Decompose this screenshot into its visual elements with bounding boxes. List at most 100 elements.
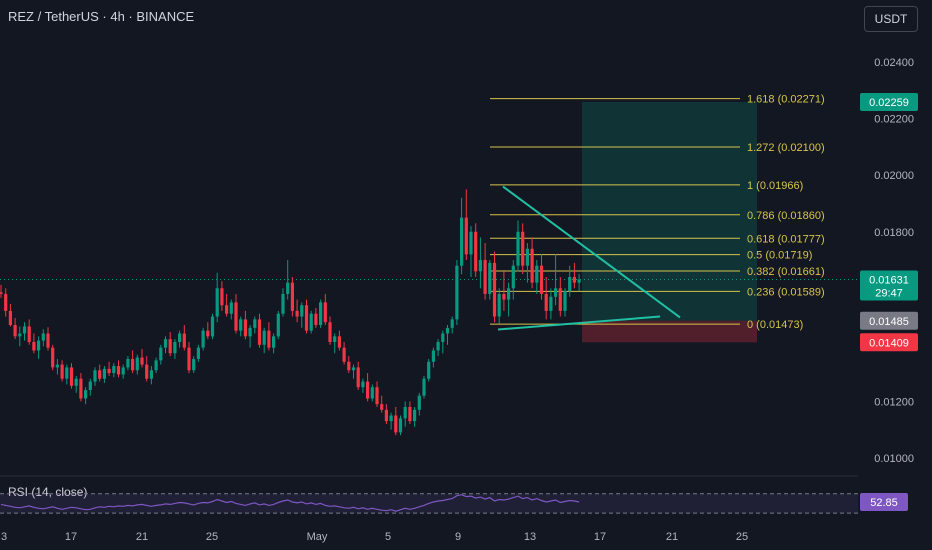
- candle-body: [319, 302, 323, 326]
- y-tick-label: 0.02400: [874, 57, 914, 69]
- price-badge-text: 0.02259: [869, 97, 909, 109]
- candle-body: [262, 330, 266, 345]
- rsi-value-badge: [860, 493, 908, 512]
- candle-body: [234, 302, 238, 331]
- candle-body: [408, 406, 412, 422]
- candle-body: [187, 347, 191, 371]
- candle-body: [539, 265, 544, 294]
- y-tick-label: 0.01000: [874, 453, 914, 465]
- rsi-line: [0, 494, 580, 512]
- candle-body: [375, 387, 379, 405]
- x-tick-label: 5: [385, 531, 391, 543]
- candle-body: [469, 231, 473, 255]
- candle-body: [309, 313, 313, 331]
- candle-body: [154, 360, 158, 371]
- candle-body: [79, 378, 83, 399]
- candle-body: [507, 288, 511, 300]
- candle-body: [239, 319, 243, 331]
- candle-body: [413, 409, 417, 422]
- candle-body: [333, 336, 337, 342]
- candle-body: [140, 357, 144, 365]
- position-profit-zone: [582, 102, 757, 321]
- candle-body: [229, 302, 233, 314]
- candle-body: [182, 333, 186, 348]
- candle-body: [328, 322, 332, 342]
- candle-body: [215, 288, 219, 317]
- fib-level-label: 1 (0.01966): [747, 180, 803, 192]
- candle-body: [84, 390, 88, 399]
- candle-body: [417, 395, 421, 410]
- x-tick-label: 9: [455, 531, 461, 543]
- x-tick-label: 21: [666, 531, 678, 543]
- fib-level-label: 0 (0.01473): [747, 319, 803, 331]
- candle-body: [159, 347, 163, 361]
- candle-body: [272, 336, 276, 348]
- price-badge-text: 0.01485: [869, 316, 909, 328]
- candle-body: [46, 333, 50, 348]
- fib-level-label: 1.618 (0.02271): [747, 94, 825, 106]
- fib-level-label: 0.618 (0.01777): [747, 233, 825, 245]
- x-tick-label: 17: [594, 531, 606, 543]
- candle-body: [192, 358, 196, 371]
- candle-body: [460, 217, 464, 266]
- rsi-value-text: 52.85: [870, 497, 898, 509]
- x-tick-label: 17: [65, 531, 77, 543]
- candle-body: [516, 231, 520, 266]
- candle-body: [530, 248, 534, 283]
- candle-body: [8, 310, 12, 326]
- candle-body: [323, 302, 327, 323]
- candle-body: [196, 347, 200, 359]
- candle-body: [126, 358, 130, 368]
- candle-body: [248, 327, 252, 337]
- candle-body: [276, 313, 280, 337]
- candle-body: [478, 260, 482, 272]
- candle-body: [492, 262, 497, 317]
- candle-body: [60, 364, 64, 379]
- candle-body: [243, 319, 247, 337]
- price-badge: [860, 311, 918, 330]
- candle-body: [135, 357, 139, 371]
- candle-body: [384, 409, 388, 422]
- candle-body: [22, 326, 27, 334]
- candle-body: [32, 341, 36, 351]
- currency-button[interactable]: USDT: [864, 6, 918, 32]
- candle-body: [13, 325, 17, 337]
- candle-body: [98, 370, 102, 379]
- candle-body: [568, 276, 572, 292]
- candle-body: [389, 415, 393, 422]
- x-tick-label: May: [307, 531, 328, 543]
- candle-body: [37, 340, 41, 351]
- candle-body: [525, 248, 529, 266]
- candle-body: [361, 381, 365, 388]
- x-tick-label: 25: [736, 531, 748, 543]
- candle-body: [88, 381, 92, 391]
- pair-title: REZ / TetherUS · 4h · BINANCE: [8, 9, 195, 24]
- candle-body: [436, 341, 440, 351]
- candle-body: [51, 347, 55, 368]
- candle-body: [107, 368, 111, 374]
- candle-body: [27, 326, 31, 342]
- candle-body: [427, 361, 431, 379]
- candle-body: [74, 378, 78, 386]
- candle-body: [450, 319, 454, 328]
- candle-body: [149, 370, 153, 379]
- candle-body: [314, 313, 318, 326]
- candle-body: [65, 367, 69, 379]
- x-tick-label: 13: [524, 531, 536, 543]
- candle-body: [55, 364, 59, 368]
- candle-body: [497, 293, 501, 317]
- y-tick-label: 0.02200: [874, 114, 914, 126]
- candle-body: [121, 367, 125, 375]
- price-badge-text: 0.01631: [869, 275, 909, 287]
- price-badge: [860, 93, 918, 112]
- rsi-label: RSI (14, close): [8, 485, 88, 499]
- candle-body: [441, 333, 445, 342]
- candle-body: [0, 292, 3, 294]
- candle-body: [225, 305, 229, 314]
- candle-body: [403, 406, 407, 419]
- candle-body: [210, 316, 215, 337]
- candle-body: [380, 404, 384, 410]
- price-badge-text: 0.01409: [869, 337, 909, 349]
- candle-body: [445, 327, 450, 334]
